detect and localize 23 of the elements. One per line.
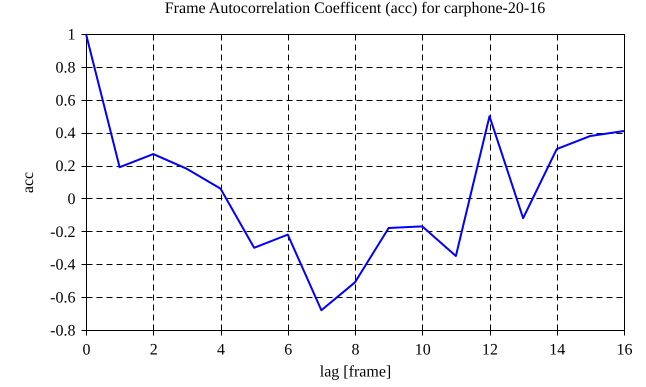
x-axis-title: lag [frame]: [320, 364, 392, 380]
x-tick-label: 12: [482, 342, 498, 358]
x-tick-label: 0: [82, 342, 90, 358]
x-tick-label: 6: [284, 342, 292, 358]
x-tick-label: 2: [150, 342, 158, 358]
y-tick-label: 0.6: [56, 92, 76, 110]
y-tick-label: 0.4: [56, 125, 76, 142]
x-tick-label: 14: [549, 342, 566, 358]
chart-title: Frame Autocorrelation Coefficent (acc) for carphone-20-16: [164, 0, 546, 17]
y-tick-label: -0.4: [50, 256, 76, 274]
x-tick-label: 8: [352, 342, 360, 358]
x-tick-label: 10: [414, 342, 431, 358]
x-tick-label: 4: [217, 342, 225, 358]
y-tick-label: 1: [68, 26, 76, 44]
x-tick-label: 16: [616, 342, 632, 358]
y-axis-title: acc: [20, 172, 38, 194]
y-tick-label: -0.2: [50, 224, 76, 241]
y-tick-label: 0.8: [56, 59, 76, 76]
y-tick-label: 0.2: [56, 158, 76, 176]
y-tick-label: -0.8: [50, 322, 76, 340]
y-tick-label: -0.6: [50, 290, 76, 307]
line-series: [85, 33, 625, 312]
y-tick-label: 0: [68, 190, 76, 208]
